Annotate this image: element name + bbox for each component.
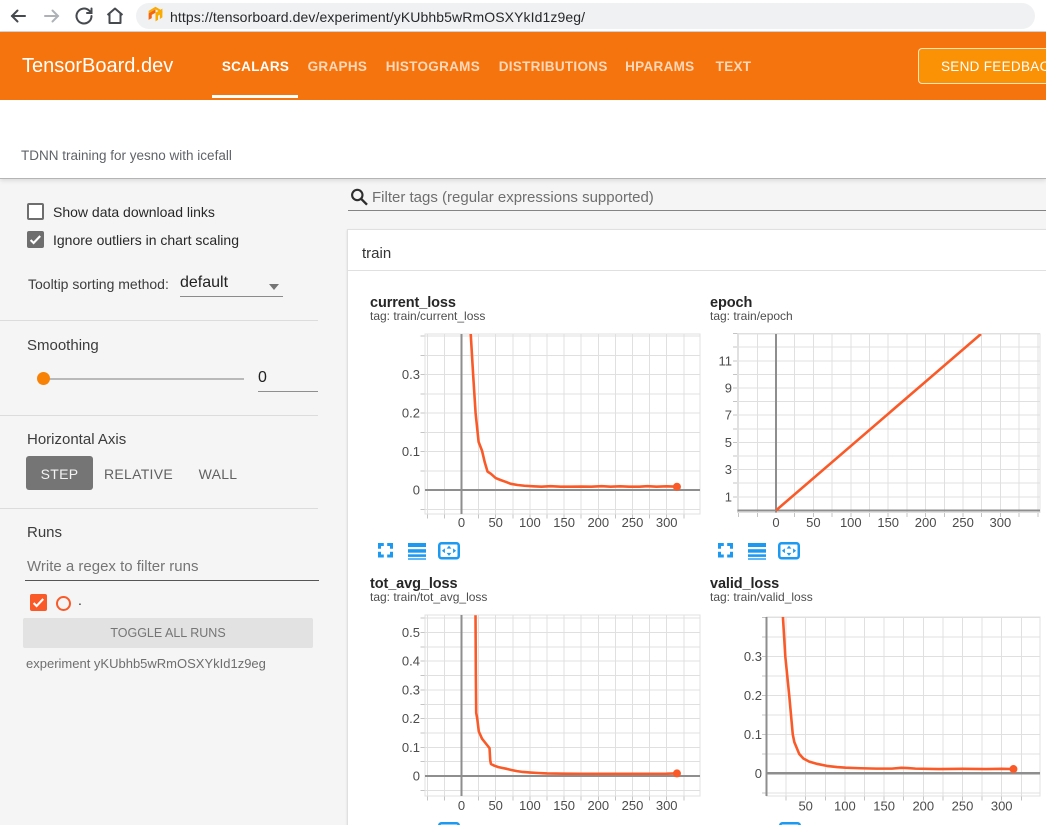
svg-text:150: 150 — [877, 515, 899, 530]
svg-text:0.2: 0.2 — [402, 406, 420, 421]
svg-text:150: 150 — [553, 515, 575, 530]
svg-text:0.2: 0.2 — [744, 688, 762, 703]
svg-text:11: 11 — [719, 353, 733, 368]
svg-text:250: 250 — [622, 515, 644, 530]
svg-text:100: 100 — [834, 799, 856, 814]
svg-text:0.1: 0.1 — [744, 727, 762, 742]
svg-text:0: 0 — [413, 769, 420, 784]
svg-text:300: 300 — [991, 799, 1013, 814]
svg-text:150: 150 — [873, 799, 895, 814]
svg-text:0: 0 — [458, 798, 465, 813]
svg-text:100: 100 — [840, 515, 862, 530]
svg-text:200: 200 — [587, 798, 609, 813]
svg-text:0.4: 0.4 — [402, 654, 420, 669]
svg-text:50: 50 — [488, 515, 502, 530]
svg-text:0.5: 0.5 — [402, 625, 420, 640]
svg-text:0: 0 — [772, 515, 779, 530]
svg-text:200: 200 — [915, 515, 937, 530]
svg-text:100: 100 — [519, 515, 541, 530]
svg-text:300: 300 — [656, 515, 678, 530]
svg-text:50: 50 — [488, 798, 502, 813]
svg-text:50: 50 — [798, 799, 812, 814]
svg-text:0.3: 0.3 — [402, 367, 420, 382]
svg-text:250: 250 — [952, 515, 974, 530]
svg-text:200: 200 — [912, 799, 934, 814]
svg-text:0: 0 — [755, 766, 762, 781]
svg-text:3: 3 — [725, 462, 732, 477]
svg-text:5: 5 — [725, 435, 732, 450]
svg-text:0.3: 0.3 — [402, 682, 420, 697]
svg-text:0: 0 — [413, 483, 420, 498]
svg-text:100: 100 — [519, 798, 541, 813]
svg-text:250: 250 — [622, 798, 644, 813]
svg-text:1: 1 — [725, 489, 732, 504]
svg-text:0: 0 — [458, 515, 465, 530]
svg-text:250: 250 — [952, 799, 974, 814]
svg-text:300: 300 — [656, 798, 678, 813]
svg-text:0.2: 0.2 — [402, 711, 420, 726]
svg-text:150: 150 — [553, 798, 575, 813]
svg-text:0.1: 0.1 — [402, 444, 420, 459]
svg-text:50: 50 — [806, 515, 820, 530]
svg-text:7: 7 — [725, 408, 732, 423]
svg-text:300: 300 — [990, 515, 1012, 530]
svg-text:9: 9 — [725, 381, 732, 396]
svg-text:0.1: 0.1 — [402, 740, 420, 755]
svg-text:0.3: 0.3 — [744, 649, 762, 664]
svg-text:200: 200 — [587, 515, 609, 530]
